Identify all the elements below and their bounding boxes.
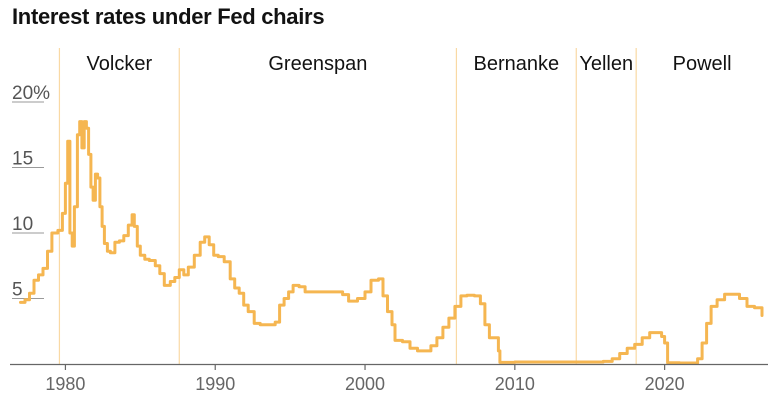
x-tick-label: 2000 [345, 374, 385, 394]
x-tick-label: 1990 [195, 374, 235, 394]
y-tick-label: 20% [12, 83, 50, 104]
y-tick-label: 15 [12, 149, 33, 170]
x-tick-label: 2010 [495, 374, 535, 394]
x-axis: 1980 1990 2000 2010 2020 [10, 363, 768, 394]
chair-label-greenspan: Greenspan [268, 53, 367, 75]
interest-rate-line [19, 120, 764, 365]
chair-label-yellen: Yellen [579, 53, 633, 75]
chair-labels: Volcker Greenspan Bernanke Yellen Powell [87, 53, 732, 75]
x-tick-label: 1980 [45, 374, 85, 394]
y-tick-label: 5 [12, 280, 23, 301]
chair-label-powell: Powell [673, 53, 732, 75]
chair-label-volcker: Volcker [87, 53, 153, 75]
chart-title: Interest rates under Fed chairs [12, 4, 325, 29]
y-axis: 5 10 15 20% [12, 83, 50, 301]
chair-dividers [58, 48, 637, 364]
x-tick-label: 2020 [645, 374, 685, 394]
chair-label-bernanke: Bernanke [474, 53, 560, 75]
y-tick-label: 10 [12, 214, 33, 235]
